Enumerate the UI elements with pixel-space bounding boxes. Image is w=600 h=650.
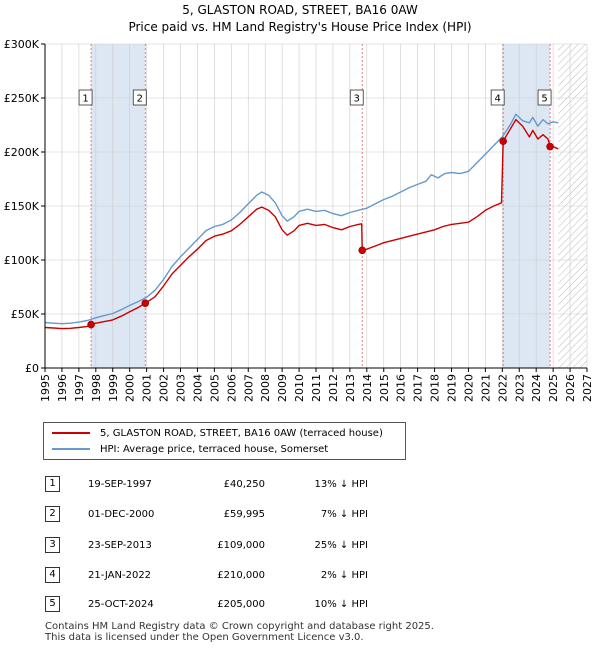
y-tick-label: £250K — [4, 92, 40, 105]
transaction-date: 19-SEP-1997 — [88, 479, 152, 490]
sale-label-box — [132, 89, 147, 106]
transaction-row: 5 25-OCT-2024 £205,000 10% ↓ HPI — [0, 596, 600, 616]
transaction-number: 4 — [45, 567, 60, 583]
x-tick-label: 2015 — [378, 374, 391, 402]
legend-entry-property: 5, GLASTON ROAD, STREET, BA16 0AW (terra… — [52, 426, 383, 442]
transaction-hpi-diff: 2% ↓ HPI — [320, 570, 368, 581]
property-price-line — [44, 118, 559, 330]
sale-label-box — [349, 89, 364, 106]
sale-label-3: 3 — [349, 89, 364, 106]
x-tick-label: 2019 — [446, 374, 459, 402]
y-tick-label: £100K — [4, 254, 40, 267]
x-tick-label: 2017 — [412, 374, 425, 402]
sale-label-box — [78, 89, 93, 106]
sale-label-text: 3 — [354, 94, 360, 105]
transaction-number: 3 — [45, 537, 60, 553]
x-tick-label: 2005 — [208, 374, 221, 402]
x-tick-label: 2022 — [496, 374, 509, 402]
y-tick-label: £150K — [4, 200, 40, 213]
transaction-price: £205,000 — [217, 599, 265, 610]
x-tick-label: 2000 — [124, 374, 137, 402]
y-tick-label: £300K — [4, 38, 40, 51]
transaction-price: £59,995 — [223, 509, 265, 520]
x-tick-label: 2021 — [479, 374, 492, 402]
x-tick-label: 2007 — [242, 374, 255, 402]
transaction-hpi-diff: 10% ↓ HPI — [314, 599, 368, 610]
x-tick-label: 2004 — [191, 374, 204, 402]
x-tick-label: 2020 — [462, 374, 475, 402]
x-tick-label: 1996 — [56, 374, 69, 402]
transaction-row: 1 19-SEP-1997 £40,250 13% ↓ HPI — [0, 476, 600, 496]
price-chart: 1 2 3 4 5 £0 £50K £100K £150K £200K £250K £300K 1995… — [4, 38, 594, 402]
chart-title: 5, GLASTON ROAD, STREET, BA16 0AW — [182, 3, 418, 17]
transaction-hpi-diff: 13% ↓ HPI — [314, 479, 368, 490]
x-tick-label: 2001 — [141, 374, 154, 402]
legend-label-property: 5, GLASTON ROAD, STREET, BA16 0AW (terra… — [100, 428, 383, 439]
x-tick-label: 2014 — [361, 374, 374, 402]
x-tick-label: 2002 — [158, 374, 171, 402]
transaction-date: 25-OCT-2024 — [88, 599, 154, 610]
transaction-price: £109,000 — [217, 540, 265, 551]
x-tick-label: 2008 — [259, 374, 272, 402]
sale-point-4 — [499, 137, 507, 145]
transaction-hpi-diff: 25% ↓ HPI — [314, 540, 368, 551]
sale-label-1: 1 — [78, 89, 93, 106]
chart-subtitle: Price paid vs. HM Land Registry's House … — [128, 20, 472, 34]
transaction-row: 2 01-DEC-2000 £59,995 7% ↓ HPI — [0, 506, 600, 526]
sale-label-5: 5 — [537, 89, 552, 106]
sale-label-text: 2 — [137, 94, 143, 105]
sale-label-2: 2 — [132, 89, 147, 106]
chart-legend: 5, GLASTON ROAD, STREET, BA16 0AW (terra… — [43, 422, 406, 460]
hpi-line — [44, 113, 559, 325]
sale-point-5 — [546, 142, 554, 151]
sale-label-text: 5 — [541, 94, 547, 105]
x-tick-label: 2016 — [395, 374, 408, 402]
x-tick-label: 2006 — [225, 374, 238, 402]
transaction-price: £210,000 — [217, 570, 265, 581]
sale-label-4: 4 — [490, 89, 505, 106]
x-tick-label: 2003 — [175, 374, 188, 402]
legend-entry-hpi: HPI: Average price, terraced house, Some… — [52, 442, 328, 458]
x-tick-label: 2026 — [564, 374, 577, 402]
transaction-date: 23-SEP-2013 — [88, 540, 152, 551]
footer-licence: This data is licensed under the Open Gov… — [45, 632, 364, 643]
transaction-hpi-diff: 7% ↓ HPI — [320, 509, 368, 520]
x-tick-label: 2018 — [429, 374, 442, 402]
transaction-price: £40,250 — [223, 479, 265, 490]
transaction-number: 5 — [45, 596, 60, 612]
x-tick-label: 2027 — [581, 374, 594, 402]
sale-label-text: 1 — [82, 94, 88, 105]
sale-point-2 — [141, 299, 150, 308]
sale-label-box — [537, 89, 552, 106]
sale-label-text: 4 — [494, 94, 500, 105]
transaction-row: 3 23-SEP-2013 £109,000 25% ↓ HPI — [0, 537, 600, 557]
transaction-number: 1 — [45, 476, 60, 492]
footer-copyright: Contains HM Land Registry data © Crown c… — [45, 621, 434, 632]
y-tick-label: £0 — [25, 362, 39, 375]
x-tick-label: 2025 — [547, 374, 560, 402]
legend-swatch-property — [52, 432, 90, 434]
legend-swatch-hpi — [52, 448, 90, 450]
x-tick-label: 1998 — [90, 374, 103, 402]
x-tick-label: 2013 — [344, 374, 357, 402]
x-tick-label: 2009 — [276, 374, 289, 402]
transaction-number: 2 — [45, 506, 60, 522]
transaction-date: 21-JAN-2022 — [88, 570, 152, 581]
x-tick-label: 2010 — [293, 374, 306, 402]
sale-point-1 — [87, 320, 95, 329]
x-tick-label: 2023 — [513, 374, 526, 402]
y-tick-label: £200K — [4, 146, 40, 159]
x-tick-label: 1997 — [73, 374, 86, 402]
legend-label-hpi: HPI: Average price, terraced house, Some… — [100, 444, 329, 455]
x-tick-label: 2012 — [327, 374, 340, 402]
x-tick-label: 1999 — [107, 374, 120, 402]
transaction-date: 01-DEC-2000 — [88, 509, 155, 520]
x-tick-label: 1995 — [39, 374, 52, 402]
sale-point-3 — [358, 246, 367, 255]
x-tick-label: 2011 — [310, 374, 323, 402]
y-tick-label: £50K — [11, 308, 40, 321]
sale-label-box — [490, 89, 505, 106]
x-tick-label: 2024 — [530, 374, 543, 402]
transaction-row: 4 21-JAN-2022 £210,000 2% ↓ HPI — [0, 567, 600, 587]
